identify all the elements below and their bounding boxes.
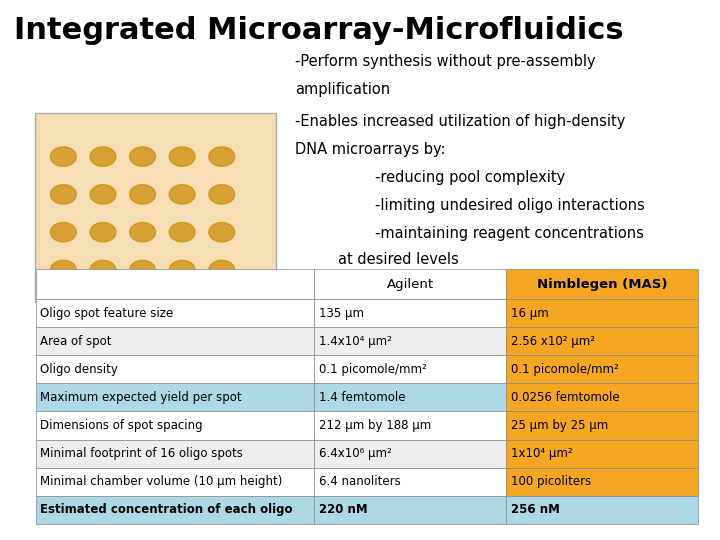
Bar	[314, 269, 506, 299]
Bar	[506, 411, 698, 440]
Bar	[314, 468, 506, 496]
Text: 100 picoliters: 100 picoliters	[510, 475, 591, 488]
Text: Agilent: Agilent	[387, 278, 434, 291]
Circle shape	[50, 147, 76, 166]
Text: 220 nM: 220 nM	[318, 503, 367, 516]
Bar	[506, 299, 698, 327]
Circle shape	[50, 260, 76, 280]
Text: Integrated Microarray-Microfluidics: Integrated Microarray-Microfluidics	[14, 16, 624, 45]
Bar	[506, 327, 698, 355]
Text: Dimensions of spot spacing: Dimensions of spot spacing	[40, 419, 203, 432]
Bar	[36, 468, 314, 496]
Text: 16 μm: 16 μm	[510, 307, 549, 320]
Bar	[314, 440, 506, 468]
Text: Oligo density: Oligo density	[40, 363, 118, 376]
Text: amplification: amplification	[295, 82, 390, 97]
Text: 256 nM: 256 nM	[510, 503, 559, 516]
Text: 2.56 x10² μm²: 2.56 x10² μm²	[510, 335, 595, 348]
Text: Maximum expected yield per spot: Maximum expected yield per spot	[40, 391, 242, 404]
Bar	[36, 496, 314, 524]
Bar	[506, 383, 698, 411]
Circle shape	[90, 260, 116, 280]
Text: at desired levels: at desired levels	[338, 252, 459, 267]
Circle shape	[50, 222, 76, 242]
Text: 0.1 picomole/mm²: 0.1 picomole/mm²	[318, 363, 426, 376]
Text: -reducing pool complexity: -reducing pool complexity	[338, 170, 566, 185]
Bar	[314, 411, 506, 440]
Text: 0.0256 femtomole: 0.0256 femtomole	[510, 391, 619, 404]
Text: Area of spot: Area of spot	[40, 335, 112, 348]
Bar	[36, 269, 314, 299]
Text: 135 μm: 135 μm	[318, 307, 364, 320]
Text: 1x10⁴ μm²: 1x10⁴ μm²	[510, 447, 572, 460]
Circle shape	[169, 260, 195, 280]
Circle shape	[209, 260, 235, 280]
Bar	[36, 383, 314, 411]
Text: 0.1 picomole/mm²: 0.1 picomole/mm²	[510, 363, 618, 376]
Bar	[36, 411, 314, 440]
Text: -Enables increased utilization of high-density: -Enables increased utilization of high-d…	[295, 114, 626, 129]
Circle shape	[169, 147, 195, 166]
Circle shape	[90, 185, 116, 204]
Bar	[314, 496, 506, 524]
Text: Nimblegen (MAS): Nimblegen (MAS)	[537, 278, 667, 291]
Bar	[506, 355, 698, 383]
Text: 1.4x10⁴ μm²: 1.4x10⁴ μm²	[318, 335, 392, 348]
Circle shape	[90, 222, 116, 242]
Bar	[36, 327, 314, 355]
Circle shape	[169, 185, 195, 204]
Circle shape	[50, 185, 76, 204]
Bar	[314, 355, 506, 383]
Circle shape	[90, 147, 116, 166]
Circle shape	[130, 260, 156, 280]
Text: 6.4x10⁶ μm²: 6.4x10⁶ μm²	[318, 447, 391, 460]
Text: -limiting undesired oligo interactions: -limiting undesired oligo interactions	[338, 198, 645, 213]
Bar	[314, 327, 506, 355]
Bar	[506, 496, 698, 524]
Circle shape	[209, 147, 235, 166]
Bar	[314, 383, 506, 411]
Text: Minimal chamber volume (10 μm height): Minimal chamber volume (10 μm height)	[40, 475, 283, 488]
Text: 1.4 femtomole: 1.4 femtomole	[318, 391, 405, 404]
Text: -maintaining reagent concentrations: -maintaining reagent concentrations	[338, 226, 644, 241]
Circle shape	[130, 222, 156, 242]
Bar	[506, 269, 698, 299]
Circle shape	[209, 222, 235, 242]
Circle shape	[130, 185, 156, 204]
Text: 212 μm by 188 μm: 212 μm by 188 μm	[318, 419, 431, 432]
Bar	[506, 440, 698, 468]
Bar	[36, 355, 314, 383]
Text: -Perform synthesis without pre-assembly: -Perform synthesis without pre-assembly	[295, 54, 596, 69]
Bar	[506, 468, 698, 496]
FancyBboxPatch shape	[35, 113, 276, 302]
Circle shape	[130, 147, 156, 166]
Text: 6.4 nanoliters: 6.4 nanoliters	[318, 475, 400, 488]
Text: 25 μm by 25 μm: 25 μm by 25 μm	[510, 419, 608, 432]
Bar	[314, 299, 506, 327]
Text: Oligo spot feature size: Oligo spot feature size	[40, 307, 174, 320]
Text: Estimated concentration of each oligo: Estimated concentration of each oligo	[40, 503, 293, 516]
Bar	[36, 299, 314, 327]
Bar	[36, 440, 314, 468]
Circle shape	[169, 222, 195, 242]
Circle shape	[209, 185, 235, 204]
Text: DNA microarrays by:: DNA microarrays by:	[295, 141, 446, 157]
Text: Minimal footprint of 16 oligo spots: Minimal footprint of 16 oligo spots	[40, 447, 243, 460]
